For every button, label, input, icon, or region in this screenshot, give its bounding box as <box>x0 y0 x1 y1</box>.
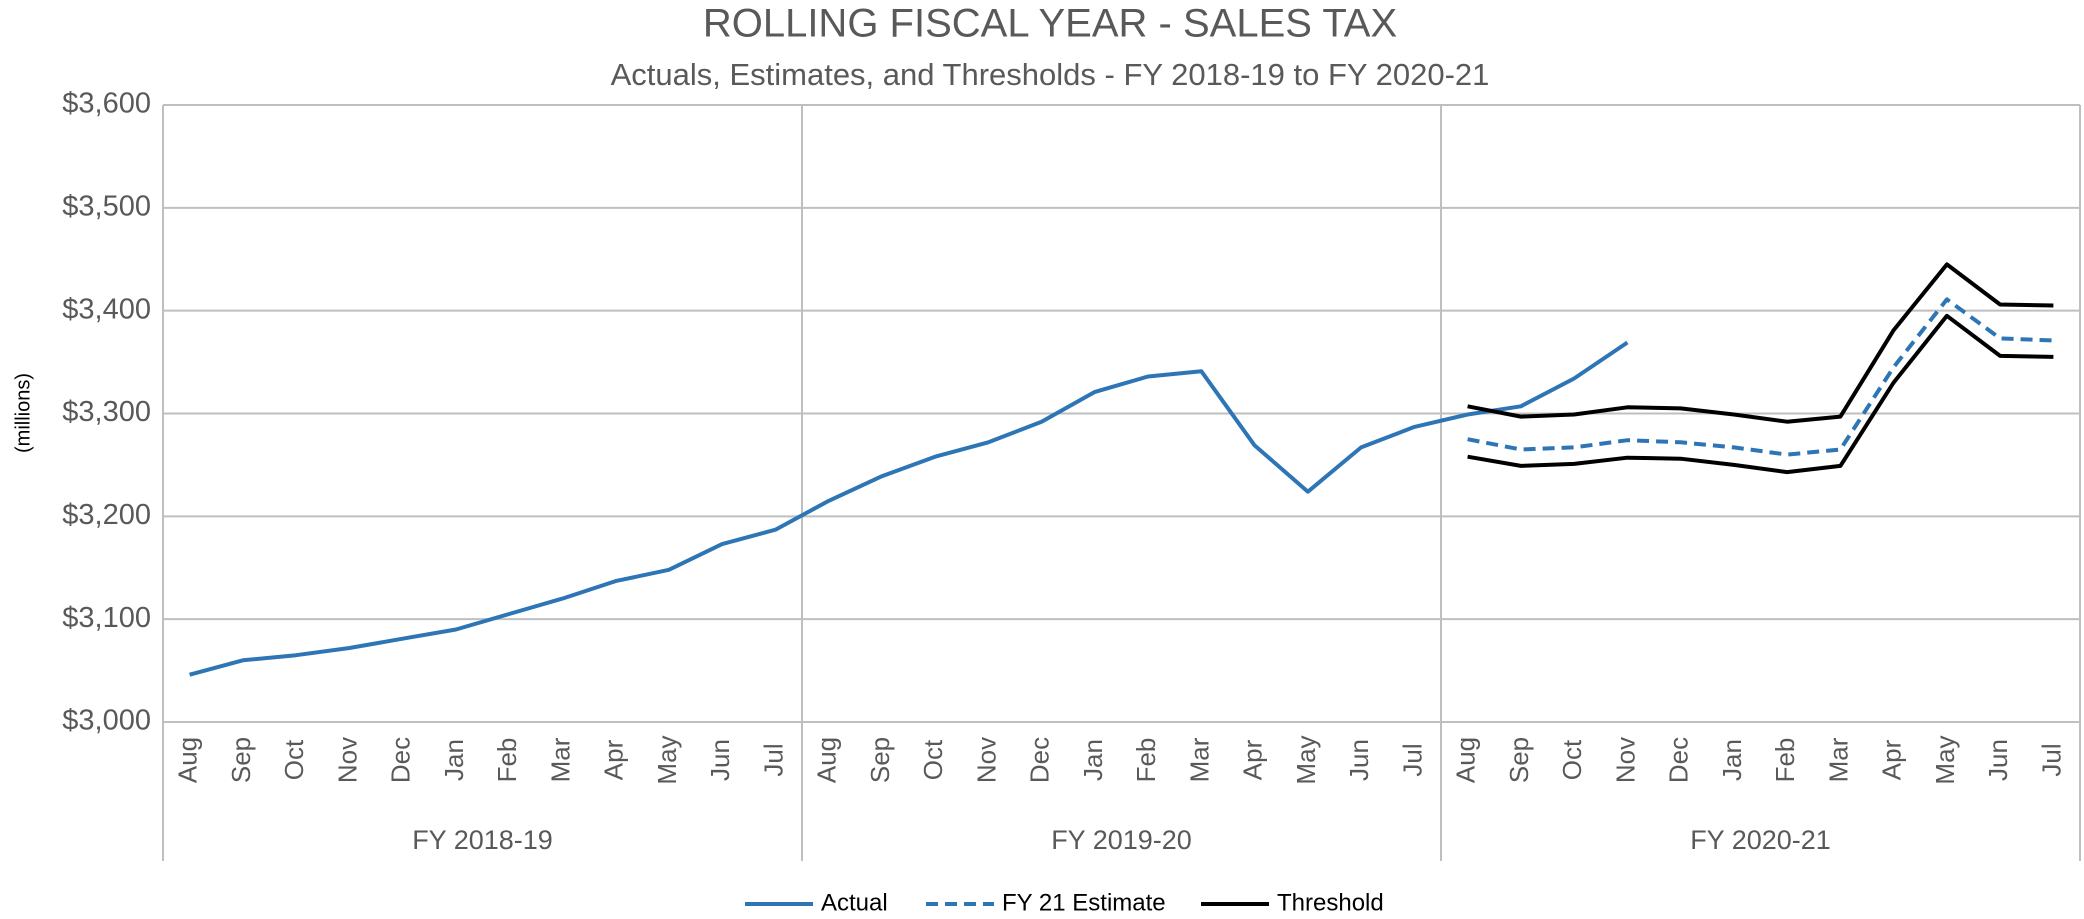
series-line <box>189 340 1629 677</box>
chart-subtitle: Actuals, Estimates, and Thresholds - FY … <box>611 57 1490 92</box>
y-tick-label: $3,400 <box>62 293 151 325</box>
x-tick-label: Apr <box>599 739 629 780</box>
legend-label: Threshold <box>1277 889 1384 916</box>
legend-label: Actual <box>821 889 888 916</box>
x-tick-label: Feb <box>1131 738 1161 783</box>
x-tick-label: Sep <box>1504 737 1534 783</box>
y-tick-label: $3,000 <box>62 705 151 737</box>
x-tick-label: May <box>1291 735 1321 784</box>
y-tick-label: $3,200 <box>62 499 151 531</box>
group-label: FY 2020-21 <box>1690 825 1831 855</box>
x-tick-label: Mar <box>545 737 575 782</box>
x-tick-label: Jan <box>439 739 469 781</box>
y-tick-label: $3,100 <box>62 602 151 634</box>
x-tick-label: Sep <box>865 737 895 783</box>
x-tick-label: Nov <box>971 737 1001 783</box>
x-tick-label: Aug <box>812 737 842 783</box>
series-line <box>1467 297 2054 457</box>
x-tick-label: Jun <box>705 739 735 781</box>
x-tick-label: Nov <box>332 737 362 783</box>
x-tick-label: Dec <box>1664 737 1694 783</box>
x-tick-label: Nov <box>1610 737 1640 783</box>
legend-label: FY 21 Estimate <box>1002 889 1166 916</box>
x-tick-label: Oct <box>279 739 309 780</box>
x-tick-label: Feb <box>492 738 522 783</box>
x-tick-label: Jan <box>1078 739 1108 781</box>
x-tick-label: Jul <box>2036 743 2066 776</box>
y-tick-label: $3,500 <box>62 190 151 222</box>
x-tick-label: Apr <box>1238 739 1268 780</box>
x-tick-label: Aug <box>173 737 203 783</box>
series-line <box>1467 262 2054 424</box>
x-tick-label: Jun <box>1983 739 2013 781</box>
y-axis-label: (millions) <box>12 373 34 453</box>
x-tick-label: Jan <box>1717 739 1747 781</box>
series-line <box>1467 313 2054 475</box>
y-tick-label: $3,600 <box>62 88 151 120</box>
x-tick-label: Sep <box>226 737 256 783</box>
x-tick-label: May <box>652 735 682 784</box>
x-tick-label: Jun <box>1344 739 1374 781</box>
chart-title: ROLLING FISCAL YEAR - SALES TAX <box>703 2 1397 46</box>
x-tick-label: May <box>1930 735 1960 784</box>
x-tick-label: Aug <box>1451 737 1481 783</box>
x-tick-label: Dec <box>386 737 416 783</box>
group-label: FY 2018-19 <box>412 825 553 855</box>
x-tick-label: Apr <box>1877 739 1907 780</box>
x-tick-label: Oct <box>918 739 948 780</box>
x-tick-label: Jul <box>1397 743 1427 776</box>
x-tick-label: Feb <box>1770 738 1800 783</box>
x-tick-label: Jul <box>758 743 788 776</box>
y-tick-label: $3,300 <box>62 396 151 428</box>
x-tick-label: Dec <box>1025 737 1055 783</box>
x-tick-label: Mar <box>1184 737 1214 782</box>
group-label: FY 2019-20 <box>1051 825 1192 855</box>
x-tick-label: Mar <box>1823 737 1853 782</box>
x-tick-label: Oct <box>1557 739 1587 780</box>
